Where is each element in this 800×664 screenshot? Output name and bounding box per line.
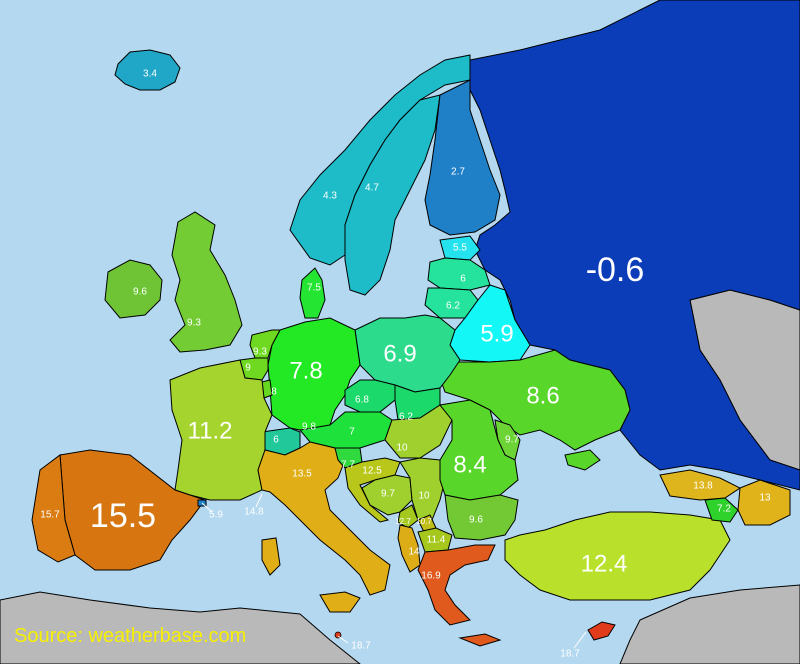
leader-andorra bbox=[201, 502, 213, 513]
label-belgium: 9 bbox=[245, 363, 251, 374]
label-luxembourg: 8 bbox=[271, 387, 277, 398]
label-estonia: 5.5 bbox=[453, 243, 467, 254]
label-azerbaijan: 13 bbox=[759, 493, 771, 504]
label-albania: 14 bbox=[408, 547, 420, 558]
country-armenia bbox=[704, 497, 739, 523]
label-liechtenstein: 9.8 bbox=[302, 422, 316, 433]
label-france: 11.2 bbox=[188, 417, 233, 444]
country-estonia bbox=[439, 235, 481, 261]
country-netherlands bbox=[249, 329, 281, 359]
label-portugal: 15.7 bbox=[40, 510, 60, 521]
country-ireland bbox=[104, 259, 163, 319]
label-poland: 6.9 bbox=[383, 340, 416, 367]
middle-east-land bbox=[619, 584, 800, 664]
country-portugal bbox=[31, 454, 76, 563]
leader-malta bbox=[337, 635, 349, 644]
label-latvia: 6 bbox=[460, 274, 466, 285]
label-switzerland: 6 bbox=[273, 435, 279, 446]
country-bulgaria bbox=[444, 494, 519, 541]
label-cyprus: 18.7 bbox=[560, 649, 580, 660]
country-iceland bbox=[114, 49, 181, 91]
label-germany: 7.8 bbox=[289, 357, 322, 384]
country-russia bbox=[469, 0, 800, 491]
country-united-kingdom bbox=[169, 211, 243, 353]
label-monaco: 14.8 bbox=[244, 507, 264, 518]
country-georgia bbox=[659, 469, 741, 501]
country-north-macedonia bbox=[417, 527, 453, 553]
country-italy-sicily bbox=[319, 591, 361, 613]
label-sweden: 4.7 bbox=[365, 183, 379, 194]
label-slovenia: 7.7 bbox=[341, 460, 355, 471]
label-finland: 2.7 bbox=[451, 167, 465, 178]
label-montenegro: 10.7 bbox=[416, 517, 432, 526]
north-africa-land bbox=[0, 591, 361, 664]
label-ireland: 9.6 bbox=[133, 287, 147, 298]
source-caption: Source: weatherbase.com bbox=[14, 625, 246, 647]
label-belarus: 5.9 bbox=[480, 320, 513, 347]
label-united-kingdom: 9.3 bbox=[187, 318, 201, 329]
label-iceland: 3.4 bbox=[143, 69, 157, 80]
label-croatia: 12.5 bbox=[362, 466, 382, 477]
label-andorra: 5.9 bbox=[209, 510, 223, 521]
label-greece: 16.9 bbox=[421, 571, 441, 582]
label-north-macedonia: 11.4 bbox=[427, 535, 446, 546]
label-austria: 7 bbox=[349, 427, 355, 438]
label-armenia: 7.2 bbox=[717, 504, 731, 515]
label-serbia: 10 bbox=[418, 491, 430, 502]
label-slovakia: 6.2 bbox=[399, 412, 413, 423]
label-czechia: 6.8 bbox=[355, 395, 369, 406]
label-russia: -0.6 bbox=[586, 251, 645, 289]
country-italy bbox=[257, 441, 391, 596]
label-italy: 13.5 bbox=[292, 469, 312, 480]
label-denmark: 7.5 bbox=[307, 283, 321, 294]
label-hungary: 10 bbox=[396, 443, 408, 454]
label-ukraine: 8.6 bbox=[526, 382, 559, 409]
country-azerbaijan bbox=[737, 479, 791, 526]
country-denmark bbox=[299, 267, 326, 319]
country-albania bbox=[397, 524, 421, 573]
label-romania: 8.4 bbox=[453, 451, 486, 478]
leader-monaco bbox=[255, 493, 263, 508]
country-cyprus bbox=[587, 621, 616, 641]
country-finland bbox=[424, 79, 501, 236]
country-sweden bbox=[344, 94, 441, 296]
label-spain: 15.5 bbox=[90, 497, 156, 535]
label-moldova: 9.7 bbox=[505, 435, 519, 446]
label-malta: 18.7 bbox=[351, 641, 371, 652]
label-netherlands: 9.3 bbox=[253, 347, 267, 358]
label-kosovo: 12.7 bbox=[395, 517, 411, 526]
country-greece-crete bbox=[458, 633, 502, 647]
label-turkey: 12.4 bbox=[581, 550, 628, 577]
label-bulgaria: 9.6 bbox=[469, 515, 483, 526]
label-georgia: 13.8 bbox=[693, 481, 713, 492]
label-lithuania: 6.2 bbox=[446, 301, 460, 312]
label-bosnia: 9.7 bbox=[381, 489, 395, 500]
country-germany bbox=[267, 317, 361, 433]
country-serbia bbox=[399, 457, 446, 521]
country-italy-sardinia bbox=[261, 537, 281, 576]
country-croatia bbox=[344, 457, 401, 523]
leader-cyprus bbox=[573, 631, 587, 649]
country-greece bbox=[417, 544, 496, 626]
country-ukraine-crimea bbox=[564, 449, 601, 471]
country-montenegro bbox=[397, 504, 419, 529]
label-norway: 4.3 bbox=[323, 191, 337, 202]
country-turkey bbox=[504, 511, 731, 601]
